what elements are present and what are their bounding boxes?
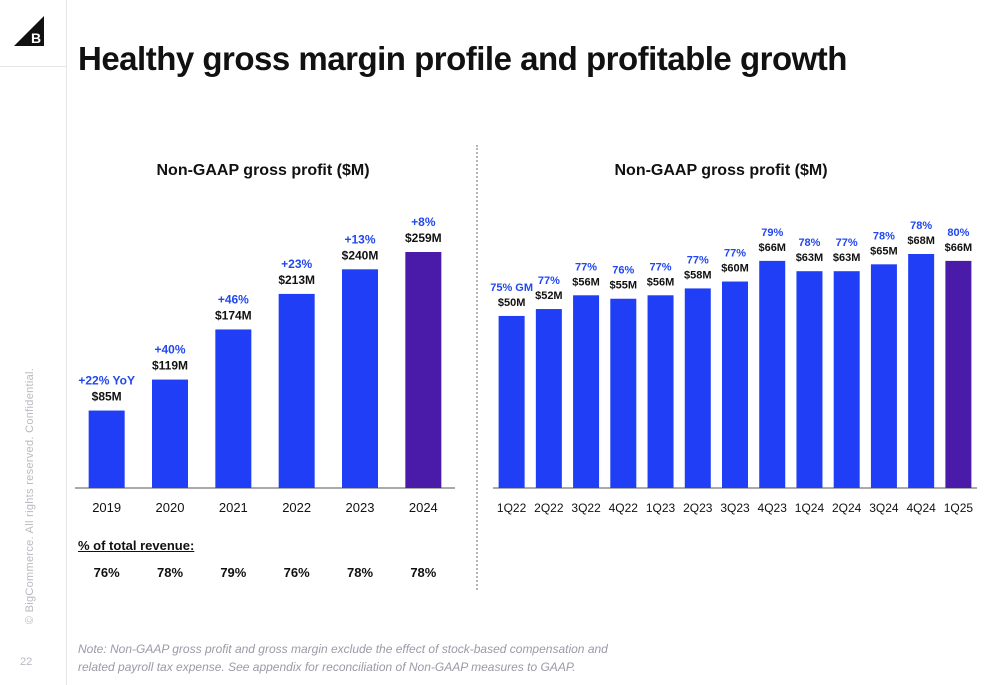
bar-3Q24 <box>870 264 897 488</box>
bar-2021 <box>215 329 252 488</box>
tick-label-1Q25: 1Q25 <box>944 501 974 515</box>
bar-2Q23 <box>684 288 711 488</box>
margin-label-1Q25: 80% <box>947 227 969 239</box>
bar-4Q23 <box>759 260 786 488</box>
tick-label-1Q23: 1Q23 <box>646 501 676 515</box>
chart-title-quarterly: Non-GAAP gross profit ($M) <box>614 162 828 179</box>
margin-label-2Q22: 77% <box>538 275 560 287</box>
bar-2024 <box>405 252 442 488</box>
bar-4Q24 <box>908 254 935 488</box>
tick-label-2023: 2023 <box>346 500 375 515</box>
tick-label-2022: 2022 <box>282 500 311 515</box>
value-label-2022: $213M <box>278 273 315 287</box>
tick-label-4Q24: 4Q24 <box>906 501 936 515</box>
value-label-3Q24: $65M <box>870 245 898 257</box>
margin-label-4Q24: 78% <box>910 220 932 232</box>
tick-label-2024: 2024 <box>409 500 438 515</box>
value-label-4Q22: $55M <box>610 280 638 292</box>
tick-label-4Q22: 4Q22 <box>609 501 639 515</box>
tick-label-4Q23: 4Q23 <box>758 501 788 515</box>
bar-2022 <box>278 293 315 488</box>
value-label-1Q22: $50M <box>498 297 526 309</box>
bar-1Q23 <box>647 295 674 488</box>
revenue-pct-2024: 78% <box>410 565 437 580</box>
svg-text:B: B <box>31 30 41 46</box>
growth-label-2024: +8% <box>411 215 436 229</box>
sidebar: B © BigCommerce. All rights reserved. Co… <box>0 0 67 685</box>
revenue-pct-2019: 76% <box>93 565 120 580</box>
value-label-2Q24: $63M <box>833 252 861 264</box>
bar-2019 <box>88 410 125 488</box>
bar-4Q22 <box>610 298 637 488</box>
margin-label-1Q22: 75% GM <box>490 282 533 294</box>
page-number: 22 <box>20 656 33 668</box>
growth-label-2021: +46% <box>218 292 249 306</box>
growth-label-2019: +22% YoY <box>78 374 135 388</box>
revenue-pct-2023: 78% <box>346 565 374 580</box>
value-label-2019: $85M <box>92 390 122 404</box>
margin-label-3Q24: 78% <box>873 230 895 242</box>
margin-label-2Q23: 77% <box>687 254 709 266</box>
growth-label-2023: +13% <box>344 232 375 246</box>
value-label-3Q22: $56M <box>572 276 600 288</box>
bar-1Q24 <box>796 271 823 488</box>
margin-label-1Q24: 78% <box>798 237 820 249</box>
value-label-2021: $174M <box>215 308 252 322</box>
revenue-pct-title: % of total revenue: <box>78 538 195 553</box>
value-label-2023: $240M <box>342 248 379 262</box>
tick-label-2Q22: 2Q22 <box>534 501 564 515</box>
margin-label-1Q23: 77% <box>650 261 672 273</box>
revenue-pct-2020: 78% <box>156 565 184 580</box>
tick-label-2019: 2019 <box>92 500 121 515</box>
value-label-2020: $119M <box>152 359 188 373</box>
tick-label-2020: 2020 <box>156 500 185 515</box>
margin-label-4Q22: 76% <box>612 265 634 277</box>
margin-label-4Q23: 79% <box>761 227 783 239</box>
value-label-4Q23: $66M <box>758 242 786 254</box>
bar-1Q25 <box>945 260 972 488</box>
tick-label-1Q24: 1Q24 <box>795 501 825 515</box>
tick-label-3Q23: 3Q23 <box>720 501 750 515</box>
value-label-2024: $259M <box>405 231 442 245</box>
bar-2023 <box>342 269 378 488</box>
bar-2020 <box>152 379 188 488</box>
bar-3Q23 <box>722 281 748 488</box>
logo-divider <box>0 66 66 67</box>
value-label-2Q23: $58M <box>684 269 712 281</box>
tick-label-3Q24: 3Q24 <box>869 501 899 515</box>
tick-label-1Q22: 1Q22 <box>497 501 527 515</box>
margin-label-3Q22: 77% <box>575 261 597 273</box>
bar-2Q24 <box>833 271 860 488</box>
bar-2Q22 <box>535 309 562 488</box>
tick-label-2Q23: 2Q23 <box>683 501 713 515</box>
margin-label-3Q23: 77% <box>724 248 746 260</box>
value-label-3Q23: $60M <box>721 263 749 275</box>
revenue-pct-2021: 79% <box>220 565 247 580</box>
revenue-pct-2022: 76% <box>283 565 310 580</box>
bigcommerce-logo: B <box>14 16 44 46</box>
value-label-2Q22: $52M <box>535 290 563 302</box>
bar-1Q22 <box>498 315 525 488</box>
value-label-4Q24: $68M <box>907 235 935 247</box>
chart-divider <box>476 145 478 590</box>
footnote: Note: Non-GAAP gross profit and gross ma… <box>78 642 608 674</box>
margin-label-2Q24: 77% <box>836 237 858 249</box>
page-title: Healthy gross margin profile and profita… <box>78 40 847 77</box>
value-label-1Q23: $56M <box>647 276 675 288</box>
growth-label-2020: +40% <box>154 343 185 357</box>
tick-label-3Q22: 3Q22 <box>571 501 601 515</box>
chart-title-annual: Non-GAAP gross profit ($M) <box>156 162 370 179</box>
growth-label-2022: +23% <box>281 257 312 271</box>
value-label-1Q25: $66M <box>945 242 973 254</box>
value-label-1Q24: $63M <box>796 252 824 264</box>
bar-3Q22 <box>573 295 600 488</box>
tick-label-2Q24: 2Q24 <box>832 501 862 515</box>
tick-label-2021: 2021 <box>219 500 248 515</box>
